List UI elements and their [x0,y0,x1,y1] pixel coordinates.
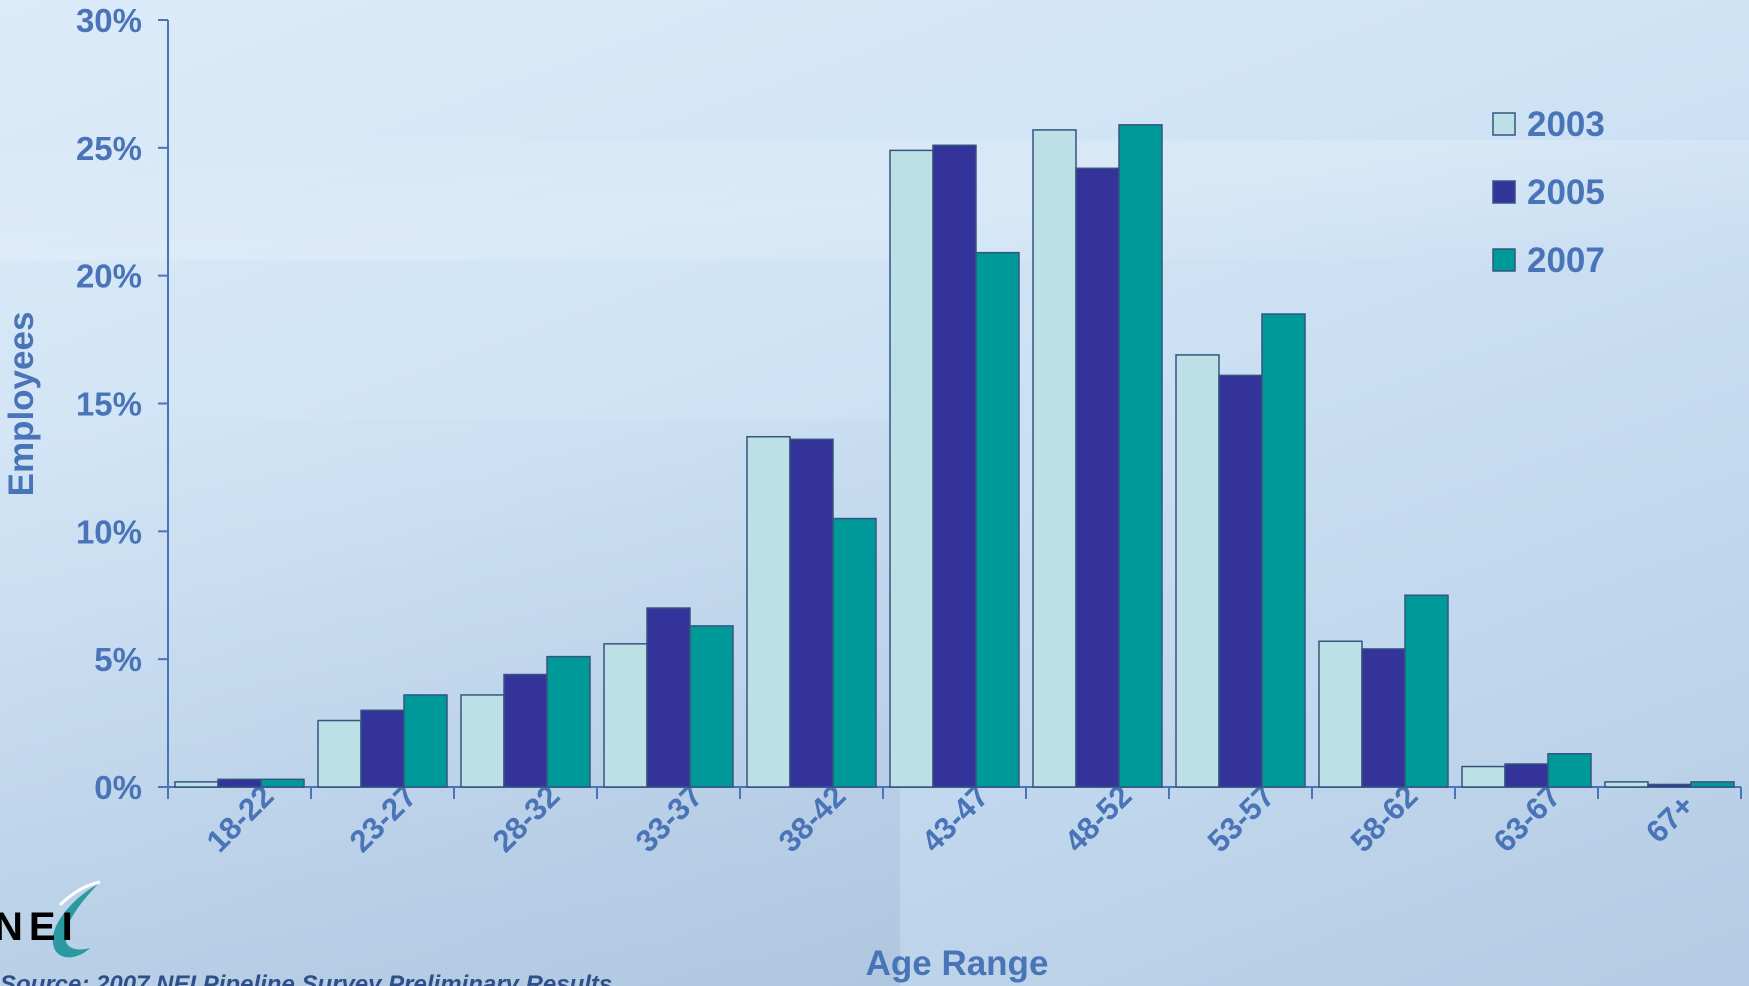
bar-2005-67+ [1647,783,1692,788]
y-tick-label: 10% [76,513,142,550]
x-tick-label: 58-62 [1344,778,1425,859]
bar-2005-33-37 [646,607,691,788]
legend-swatch-2005 [1492,180,1516,204]
x-tick-label: 28-32 [486,778,567,859]
bar-2005-28-32 [503,673,548,788]
bar-2005-58-62 [1361,648,1406,788]
bar-2007-58-62 [1404,594,1449,788]
y-tick-label: 30% [76,2,142,39]
bar-2007-33-37 [689,625,734,788]
x-tick-label: 67+ [1639,788,1701,850]
bar-2005-43-47 [932,144,977,788]
y-tick-label: 0% [94,769,142,806]
y-tick-label: 15% [76,386,142,423]
bar-2007-63-67 [1547,753,1592,788]
bar-2007-43-47 [975,251,1020,788]
bar-2005-18-22 [217,778,262,788]
x-tick-label: 63-67 [1487,778,1568,859]
bars [174,124,1735,788]
x-tick-label: 43-47 [915,778,996,859]
bar-2003-33-37 [603,643,648,788]
x-tick-label: 33-37 [629,778,710,859]
bar-2007-28-32 [546,655,591,788]
bar-2003-28-32 [460,694,505,788]
x-axis: 18-22 23-27 28-32 33-37 38-42 43-47 48-52 53-57… [167,778,1742,859]
bar-2003-53-57 [1175,354,1220,788]
bar-2003-58-62 [1318,640,1363,788]
bar-2005-38-42 [789,438,834,788]
legend-swatch-2007 [1492,248,1516,272]
y-axis-title: Employees [2,312,41,497]
bar-2003-48-52 [1032,129,1077,788]
bar-2003-43-47 [889,149,934,788]
legend: 2003 2005 2007 [1492,105,1605,280]
bar-2003-67+ [1604,781,1649,788]
bar-2003-38-42 [746,435,791,788]
legend-swatch-2003 [1492,112,1516,136]
bar-2003-23-27 [317,719,362,788]
y-tick-label: 25% [76,130,142,167]
legend-label-2003: 2003 [1527,105,1605,144]
bar-2007-53-57 [1261,313,1306,788]
x-axis-title: Age Range [866,944,1049,983]
bar-2005-23-27 [360,709,405,788]
bar-2005-63-67 [1504,763,1549,788]
logo-text: NEI [0,905,79,949]
bar-2005-53-57 [1218,374,1263,788]
bar-2005-48-52 [1075,167,1120,788]
bar-2007-67+ [1690,781,1735,788]
x-tick-label: 48-52 [1058,778,1139,859]
legend-label-2007: 2007 [1527,241,1605,280]
bar-2007-18-22 [260,778,305,788]
bar-2007-48-52 [1118,124,1163,788]
y-tick-label: 20% [76,258,142,295]
bar-2003-63-67 [1461,765,1506,788]
bar-2003-18-22 [174,781,219,788]
logo-swoosh-icon [52,884,98,958]
x-tick-label: 23-27 [343,778,424,859]
y-tick-label: 5% [94,641,142,678]
source-note: Source: 2007 NEI Pipeline Survey Prelimi… [0,971,612,986]
x-tick-label: 53-57 [1201,778,1282,859]
bar-2007-38-42 [832,517,877,788]
x-tick-label: 18-22 [200,778,281,859]
logo-arc-icon [58,880,101,907]
legend-label-2005: 2005 [1527,173,1605,212]
nei-logo: NEI [0,880,101,958]
y-axis: 0% 5% 10% 15% 20% 25% 30% [76,2,169,806]
x-tick-label: 38-42 [772,778,853,859]
bar-2007-23-27 [403,694,448,788]
